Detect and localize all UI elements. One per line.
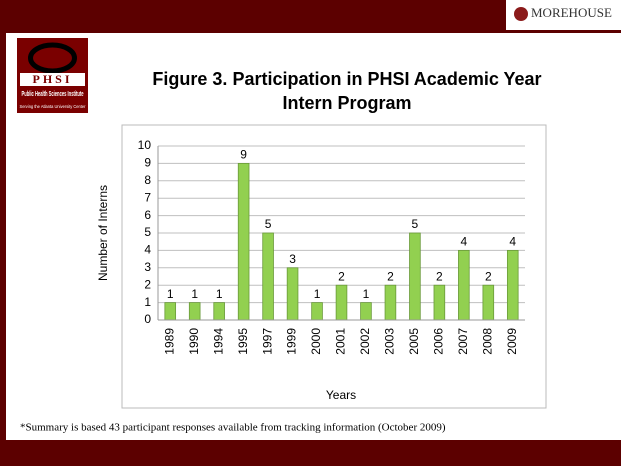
data-label: 5 bbox=[265, 217, 272, 231]
x-tick-label: 2001 bbox=[334, 328, 348, 355]
y-tick-label: 10 bbox=[138, 138, 152, 152]
chart-title: Intern Program bbox=[282, 93, 411, 113]
logo-tagline: Serving the Atlanta University Center bbox=[20, 104, 86, 109]
data-label: 1 bbox=[314, 287, 321, 301]
data-label: 1 bbox=[167, 287, 174, 301]
y-tick-label: 6 bbox=[144, 208, 151, 222]
bar bbox=[164, 302, 177, 321]
bar bbox=[360, 302, 372, 321]
brand-seal bbox=[514, 7, 528, 21]
x-axis-label: Years bbox=[326, 388, 356, 402]
bar bbox=[482, 284, 495, 321]
bottom-bar bbox=[0, 440, 621, 466]
bar bbox=[335, 284, 348, 321]
brand-text: MOREHOUSE bbox=[531, 5, 612, 20]
bar bbox=[384, 284, 397, 321]
y-axis-label: Number of Interns bbox=[96, 185, 110, 281]
data-label: 4 bbox=[509, 235, 516, 249]
y-tick-label: 5 bbox=[144, 225, 151, 239]
x-tick-label: 1999 bbox=[285, 328, 299, 355]
y-tick-label: 2 bbox=[144, 277, 151, 291]
x-tick-label: 2007 bbox=[456, 328, 470, 355]
data-label: 2 bbox=[387, 269, 394, 283]
data-label: 9 bbox=[240, 148, 247, 162]
y-tick-label: 3 bbox=[144, 260, 151, 274]
data-label: 2 bbox=[338, 269, 345, 283]
bar bbox=[286, 267, 299, 321]
x-tick-label: 2006 bbox=[432, 328, 446, 355]
data-label: 2 bbox=[485, 269, 492, 283]
logo-acronym: PHSI bbox=[32, 72, 72, 86]
x-tick-label: 1990 bbox=[187, 328, 201, 355]
y-tick-label: 9 bbox=[144, 156, 151, 170]
data-label: 4 bbox=[460, 235, 467, 249]
logo-emblem bbox=[28, 42, 77, 74]
x-tick-label: 1997 bbox=[260, 328, 274, 355]
footnote: *Summary is based 43 participant respons… bbox=[20, 422, 446, 434]
bar bbox=[311, 302, 323, 321]
logo-name: Public Health Sciences Institute bbox=[22, 91, 84, 98]
y-tick-label: 8 bbox=[144, 173, 151, 187]
data-label: 1 bbox=[363, 287, 370, 301]
data-label: 1 bbox=[216, 287, 223, 301]
x-tick-label: 2003 bbox=[383, 328, 397, 355]
x-tick-label: 1995 bbox=[236, 328, 250, 355]
x-tick-label: 2005 bbox=[407, 328, 421, 355]
x-tick-label: 2009 bbox=[505, 328, 519, 355]
data-label: 1 bbox=[191, 287, 198, 301]
bar bbox=[409, 232, 421, 321]
x-tick-label: 2002 bbox=[358, 328, 372, 355]
data-label: 2 bbox=[436, 269, 443, 283]
bar bbox=[237, 162, 250, 321]
data-label: 5 bbox=[412, 217, 419, 231]
bar bbox=[262, 232, 274, 321]
x-tick-label: 1994 bbox=[211, 328, 225, 355]
y-tick-label: 4 bbox=[144, 243, 151, 257]
bar bbox=[213, 302, 225, 321]
logo-band bbox=[20, 73, 85, 86]
left-bar bbox=[0, 0, 6, 466]
y-tick-label: 1 bbox=[144, 295, 151, 309]
x-tick-label: 1989 bbox=[162, 328, 176, 355]
x-tick-label: 2000 bbox=[309, 328, 323, 355]
bar bbox=[433, 284, 446, 321]
chart-frame bbox=[121, 124, 547, 409]
x-tick-label: 2008 bbox=[480, 328, 494, 355]
y-tick-label: 7 bbox=[144, 190, 151, 204]
y-tick-label: 0 bbox=[144, 312, 151, 326]
data-label: 3 bbox=[289, 252, 296, 266]
bar bbox=[506, 249, 519, 321]
chart-title: Figure 3. Participation in PHSI Academic… bbox=[152, 69, 541, 89]
bar bbox=[188, 302, 201, 321]
bar bbox=[458, 249, 470, 321]
